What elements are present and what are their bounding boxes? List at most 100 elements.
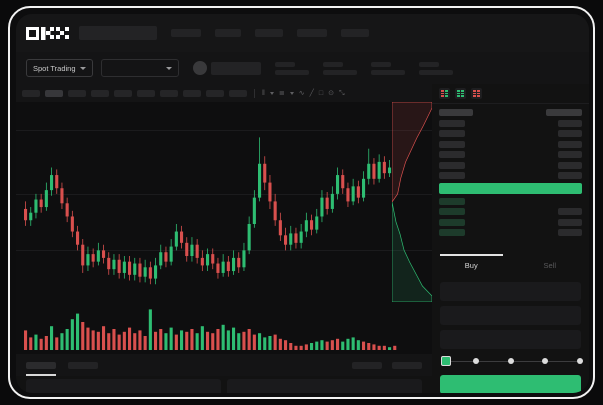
- orderbook-ask-row-3-amount: [558, 140, 582, 148]
- ob-mode-tick: [441, 90, 444, 92]
- orderbook-bid-row-4[interactable]: [439, 229, 582, 236]
- orderbook-ask-row-5-amount: [558, 161, 582, 169]
- market-stats: [261, 61, 453, 75]
- orderbook-header[interactable]: [439, 109, 582, 116]
- ob-mode-col-2: [445, 90, 448, 97]
- tab-order-history[interactable]: [68, 361, 98, 369]
- logo-glyph-k: [41, 26, 54, 40]
- amount-slider[interactable]: [441, 354, 583, 370]
- ob-mode-tick: [441, 95, 444, 97]
- ob-mode-col-1: [473, 90, 476, 97]
- pair-avatar-icon: [192, 61, 207, 75]
- ob-mode-tick: [473, 92, 476, 95]
- timeframe-button-1[interactable]: [22, 89, 40, 97]
- ob-mode-tick: [441, 92, 444, 95]
- nav-links: [171, 29, 369, 37]
- orderbook-ask-row-4[interactable]: [439, 151, 582, 158]
- tab-action-1[interactable]: [352, 361, 382, 369]
- submit-order-button[interactable]: [440, 375, 581, 393]
- camera-icon[interactable]: □: [318, 89, 324, 97]
- stat-volume: [418, 61, 453, 75]
- trading-mode-select[interactable]: Spot Trading: [26, 59, 93, 77]
- indicators-icon[interactable]: ≣: [278, 89, 285, 97]
- search-input[interactable]: [79, 26, 157, 40]
- slider-stop-25[interactable]: [472, 358, 479, 364]
- stat-last-price-value: [274, 69, 309, 75]
- orderbook-bid-row-2[interactable]: [439, 208, 582, 215]
- nav-item-1[interactable]: [171, 29, 201, 37]
- order-tab-sell[interactable]: Sell: [543, 260, 556, 270]
- pair-select[interactable]: [100, 59, 179, 77]
- ob-mode-tick: [445, 95, 448, 97]
- ob-mode-both[interactable]: [439, 88, 450, 99]
- price-field[interactable]: [440, 282, 581, 301]
- orderbook-ask-row-3-price: [439, 140, 465, 148]
- orderbook-ask-row-6[interactable]: [439, 172, 582, 179]
- ob-mode-tick: [457, 90, 460, 92]
- timeframe-button-5[interactable]: [114, 89, 132, 97]
- orderbook-ask-row-2[interactable]: [439, 130, 582, 137]
- ob-mode-asks[interactable]: [471, 88, 482, 99]
- slider-stop-75[interactable]: [542, 358, 549, 364]
- pencil-icon[interactable]: ╱: [309, 89, 314, 97]
- toolbar-divider: [254, 88, 255, 98]
- stat-high: [370, 61, 405, 75]
- amount-field[interactable]: [440, 306, 581, 325]
- settings-icon[interactable]: ⊙: [328, 89, 334, 97]
- slider-stop-50[interactable]: [507, 358, 514, 364]
- top-navigation-bar: [16, 14, 589, 52]
- nav-item-3[interactable]: [255, 29, 283, 37]
- tab-open-orders[interactable]: [26, 361, 56, 376]
- timeframe-button-3[interactable]: [68, 89, 86, 97]
- fullscreen-icon[interactable]: ⤡: [338, 89, 345, 97]
- logo-glyph-x: [56, 26, 69, 40]
- logo-glyph-o: [26, 26, 39, 40]
- nav-item-4[interactable]: [297, 29, 327, 37]
- price-chart[interactable]: [16, 102, 432, 302]
- timeframe-button-8[interactable]: [183, 89, 201, 97]
- ob-mode-col-1: [457, 90, 460, 97]
- timeframe-button-7[interactable]: [160, 89, 178, 97]
- candles-icon[interactable]: ‖: [262, 89, 265, 97]
- okx-logo[interactable]: [26, 26, 69, 40]
- trading-mode-label: Spot Trading: [33, 63, 76, 73]
- orderbook-bid-row-2-amount: [558, 208, 582, 215]
- orderbook[interactable]: [432, 104, 589, 236]
- depth-bid-area: [392, 201, 432, 302]
- order-tab-buy[interactable]: Buy: [432, 254, 511, 276]
- ob-mode-tick: [477, 90, 480, 92]
- orderbook-ask-row-3[interactable]: [439, 140, 582, 148]
- nav-item-5[interactable]: [341, 29, 369, 37]
- orders-tabs-left: [26, 361, 98, 376]
- orderbook-bid-row-1[interactable]: [439, 197, 582, 205]
- orderbook-bid-row-3[interactable]: [439, 218, 582, 226]
- order-form-fields: [432, 282, 589, 349]
- ob-mode-bids[interactable]: [455, 88, 466, 99]
- chart-toolbar: ‖ ≣ ∿ ╱ □ ⊙ ⤡: [16, 84, 432, 102]
- slider-stop-100[interactable]: [577, 358, 583, 364]
- orderbook-view-modes: [432, 84, 589, 104]
- stat-change-label: [322, 61, 343, 67]
- chevron-down-icon[interactable]: [269, 91, 274, 95]
- volume-chart: [16, 302, 432, 354]
- ob-mode-tick: [461, 92, 464, 95]
- nav-item-2[interactable]: [215, 29, 241, 37]
- timeframe-button-2[interactable]: [45, 89, 63, 97]
- tab-action-2[interactable]: [392, 361, 422, 369]
- order-form: Buy Sell: [432, 254, 589, 393]
- chevron-down-icon-2[interactable]: [289, 91, 294, 95]
- ob-mode-tick: [445, 92, 448, 95]
- orderbook-bid-row-3-amount: [558, 218, 582, 226]
- timeframe-button-10[interactable]: [229, 89, 247, 97]
- timeframe-button-4[interactable]: [91, 89, 109, 97]
- total-field[interactable]: [440, 330, 581, 349]
- stat-volume-label: [418, 61, 439, 67]
- timeframe-button-9[interactable]: [206, 89, 224, 97]
- timeframe-button-6[interactable]: [137, 89, 155, 97]
- orderbook-ask-row-5-price: [439, 161, 465, 169]
- slider-handle[interactable]: [441, 356, 451, 366]
- line-tool-icon[interactable]: ∿: [298, 89, 305, 97]
- stat-change: [322, 61, 357, 75]
- orderbook-ask-row-1[interactable]: [439, 119, 582, 127]
- orderbook-ask-row-5[interactable]: [439, 161, 582, 169]
